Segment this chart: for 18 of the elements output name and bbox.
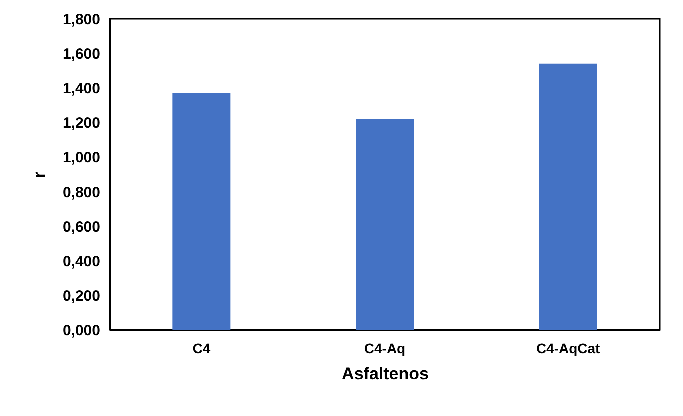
y-tick-label: 1,200	[62, 115, 100, 132]
bar	[172, 93, 231, 330]
y-tick-label: 1,000	[62, 150, 100, 167]
x-axis-title: Asfaltenos	[342, 364, 429, 384]
x-tick-label: C4-Aq	[364, 340, 406, 356]
y-tick-label: 0,400	[62, 253, 100, 270]
y-axis-title: r	[30, 171, 49, 178]
y-tick-label: 0,200	[62, 288, 100, 305]
bar	[539, 64, 598, 330]
y-tick-label: 0,000	[62, 322, 100, 340]
y-tick-label: 1,400	[62, 80, 100, 98]
x-tick-label: C4-AqCat	[536, 340, 601, 356]
bar	[356, 119, 414, 330]
y-tick-label: 1,600	[62, 46, 100, 64]
x-tick-label: C4	[192, 340, 211, 356]
y-tick-label: 0,600	[62, 218, 100, 236]
y-tick-label: 1,800	[62, 12, 100, 28]
y-tick-label: 0,800	[62, 184, 100, 202]
